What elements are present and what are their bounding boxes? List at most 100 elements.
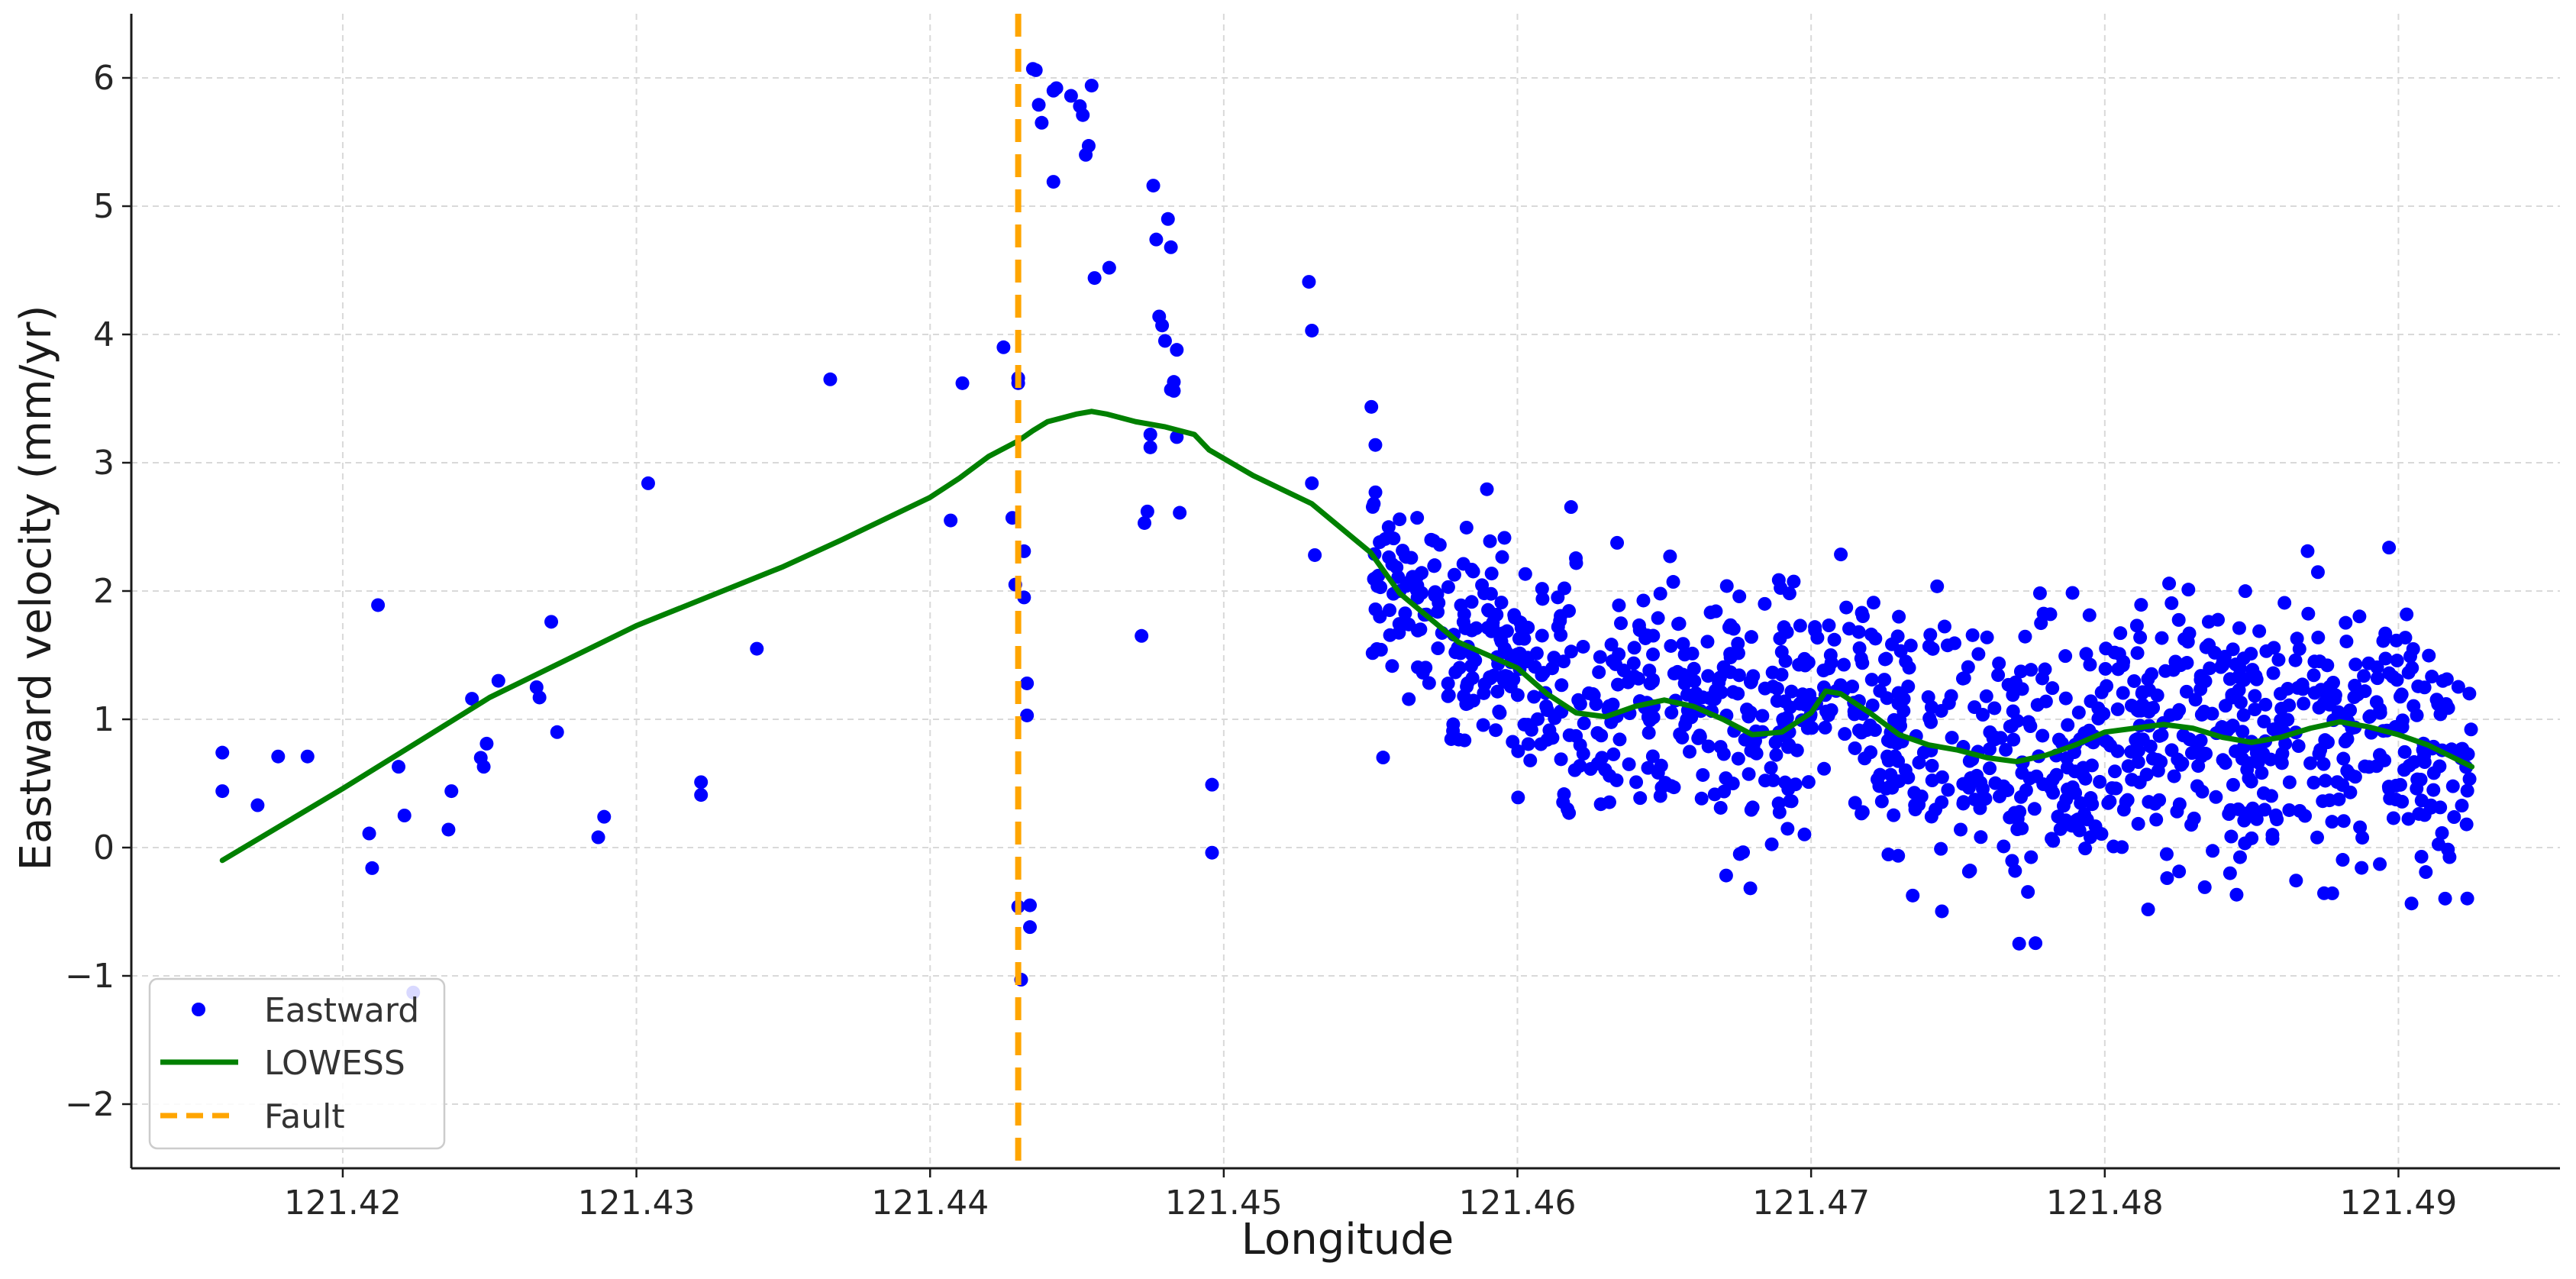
scatter-point bbox=[1954, 822, 1968, 837]
scatter-point bbox=[2271, 653, 2286, 667]
scatter-point bbox=[1663, 549, 1677, 564]
scatter-point bbox=[2091, 712, 2106, 726]
scatter-point bbox=[1838, 727, 1852, 741]
scatter-point bbox=[694, 775, 709, 790]
scatter-point bbox=[1606, 697, 1620, 712]
scatter-point bbox=[2030, 698, 2045, 712]
scatter-point bbox=[2024, 663, 2039, 677]
scatter-point bbox=[2255, 766, 2269, 780]
scatter-point bbox=[2116, 686, 2130, 700]
scatter-point bbox=[1776, 712, 1790, 727]
scatter-point bbox=[2010, 822, 2025, 837]
scatter-point bbox=[1993, 731, 2008, 745]
scatter-point bbox=[1484, 567, 1499, 581]
scatter-point bbox=[1612, 598, 1626, 612]
scatter-point bbox=[1564, 644, 1578, 659]
scatter-point bbox=[2229, 657, 2243, 672]
scatter-point bbox=[1548, 711, 1562, 725]
scatter-point bbox=[2170, 804, 2184, 819]
scatter-point bbox=[1935, 795, 1949, 809]
scatter-point bbox=[1641, 709, 1655, 724]
scatter-point bbox=[597, 809, 612, 824]
scatter-point bbox=[1376, 751, 1390, 765]
scatter-point bbox=[2168, 654, 2183, 669]
scatter-point bbox=[2290, 631, 2304, 646]
scatter-point bbox=[2273, 718, 2287, 732]
scatter-point bbox=[2370, 660, 2384, 674]
scatter-point bbox=[2270, 812, 2284, 827]
scatter-point bbox=[1852, 641, 1867, 655]
scatter-point bbox=[1367, 572, 1381, 586]
scatter-point bbox=[2339, 635, 2354, 649]
scatter-point bbox=[1944, 689, 1958, 703]
scatter-point bbox=[2242, 771, 2256, 786]
scatter-point bbox=[1562, 728, 1577, 742]
scatter-point bbox=[2306, 668, 2321, 683]
scatter-point bbox=[1925, 758, 1939, 773]
legend: Eastward LOWESS Fault bbox=[148, 977, 446, 1150]
scatter-point bbox=[1664, 706, 1679, 720]
scatter-point bbox=[1922, 711, 1937, 725]
scatter-point bbox=[1873, 767, 1887, 782]
scatter-point bbox=[1714, 685, 1729, 699]
scatter-point bbox=[1780, 822, 1795, 836]
scatter-point bbox=[1413, 622, 1428, 637]
scatter-point bbox=[1308, 547, 1322, 562]
scatter-point bbox=[2348, 657, 2363, 672]
scatter-point bbox=[2390, 654, 2404, 668]
scatter-point bbox=[2061, 718, 2075, 732]
scatter-point bbox=[2218, 699, 2232, 713]
scatter-point bbox=[2289, 874, 2303, 888]
scatter-point bbox=[2236, 708, 2251, 722]
scatter-point bbox=[1391, 570, 1406, 584]
scatter-point bbox=[1410, 570, 1425, 584]
scatter-point bbox=[2435, 825, 2449, 840]
scatter-point bbox=[371, 598, 386, 612]
scatter-point bbox=[1446, 724, 1461, 738]
scatter-point bbox=[1817, 761, 1832, 776]
legend-frame bbox=[148, 977, 446, 1150]
scatter-point bbox=[1610, 535, 1625, 550]
scatter-point bbox=[1974, 775, 1988, 790]
scatter-point bbox=[2021, 885, 2035, 899]
scatter-point bbox=[2235, 725, 2250, 739]
scatter-point bbox=[2108, 764, 2122, 779]
scatter-point bbox=[1834, 547, 1848, 562]
scatter-point bbox=[2121, 759, 2135, 774]
scatter-point bbox=[2461, 747, 2475, 761]
scatter-point bbox=[1893, 712, 1907, 727]
scatter-point bbox=[2201, 615, 2216, 629]
scatter-point bbox=[1428, 585, 1442, 599]
scatter-point bbox=[1554, 678, 1569, 693]
scatter-point bbox=[1466, 693, 1480, 708]
scatter-point bbox=[1783, 700, 1797, 715]
scatter-point bbox=[2248, 689, 2262, 703]
scatter-point bbox=[1646, 628, 1661, 643]
scatter-point bbox=[2259, 644, 2274, 658]
scatter-point bbox=[2164, 596, 2179, 610]
scatter-point bbox=[1777, 620, 1791, 635]
scatter-point bbox=[1732, 668, 1746, 683]
y-tick-label: 1 bbox=[93, 700, 115, 739]
scatter-point bbox=[1594, 728, 1609, 743]
scatter-point bbox=[1535, 592, 1550, 606]
scatter-point bbox=[2159, 847, 2174, 861]
scatter-point bbox=[1787, 574, 1801, 589]
scatter-point bbox=[2218, 756, 2232, 770]
scatter-point bbox=[1935, 904, 1949, 919]
scatter-point bbox=[1672, 616, 1687, 631]
scatter-point bbox=[1490, 684, 1505, 699]
scatter-point bbox=[2464, 722, 2478, 737]
scatter-point bbox=[1447, 567, 1461, 582]
scatter-point bbox=[2023, 719, 2038, 734]
scatter-point bbox=[2046, 786, 2061, 800]
scatter-point bbox=[2404, 896, 2419, 911]
scatter-point bbox=[2160, 871, 2174, 886]
scatter-point bbox=[2084, 758, 2099, 773]
scatter-point bbox=[1912, 755, 1926, 770]
scatter-point bbox=[1149, 232, 1164, 247]
scatter-point bbox=[1923, 628, 1938, 642]
scatter-point bbox=[2245, 663, 2260, 677]
scatter-point bbox=[2124, 744, 2139, 759]
scatter-point bbox=[1410, 590, 1425, 605]
